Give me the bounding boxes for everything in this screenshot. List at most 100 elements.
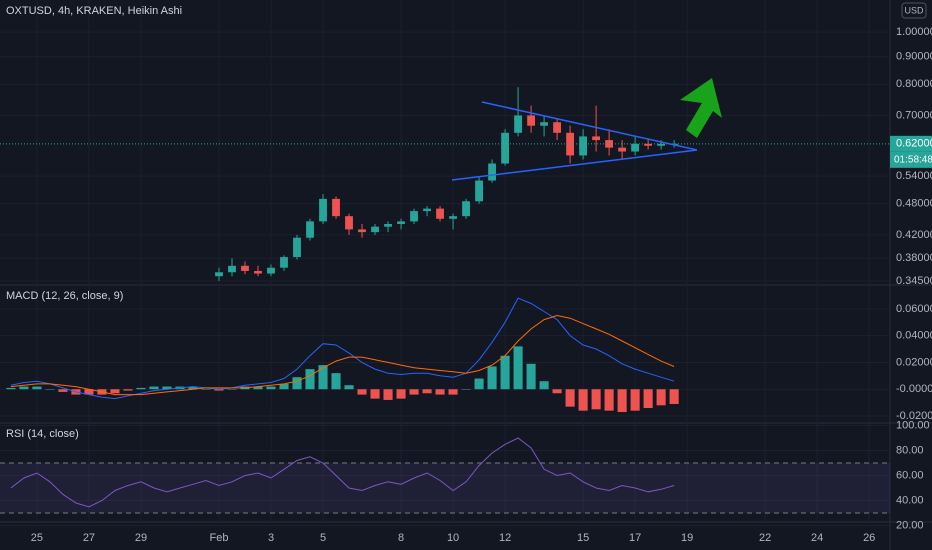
- candle-body: [540, 122, 548, 126]
- histogram-bar: [487, 366, 497, 390]
- x-tick-label: 29: [135, 532, 147, 544]
- histogram-bar: [539, 381, 549, 390]
- histogram-bar: [591, 389, 601, 410]
- histogram-bar: [617, 389, 627, 413]
- candle-body: [631, 143, 640, 152]
- candle-body: [449, 216, 457, 219]
- histogram-bar: [474, 378, 484, 390]
- y-tick-label: 0.70000: [896, 109, 932, 121]
- countdown-box: [890, 151, 932, 168]
- histogram-bar: [513, 346, 523, 390]
- x-tick-label: 26: [863, 532, 875, 544]
- histogram-bar: [461, 389, 471, 390]
- y-tick-label: 80.00: [896, 444, 924, 456]
- histogram-bar: [409, 389, 419, 395]
- x-tick-label: 8: [398, 532, 404, 544]
- histogram-bar: [292, 377, 302, 390]
- x-tick-label: 25: [31, 532, 43, 544]
- y-tick-label: 40.00: [896, 494, 924, 506]
- y-tick-label: 0.38000: [896, 252, 932, 264]
- candle-body: [527, 115, 535, 126]
- histogram-bar: [305, 369, 315, 390]
- histogram-bar: [669, 389, 679, 404]
- y-tick-label: 60.00: [896, 469, 924, 481]
- histogram-bar: [201, 389, 211, 390]
- histogram-bar: [266, 386, 276, 390]
- histogram-bar: [435, 389, 445, 395]
- indicator-line: [10, 314, 675, 396]
- candle-body: [228, 265, 236, 273]
- histogram-bar: [526, 363, 536, 390]
- y-tick-label: -0.02000: [896, 410, 932, 422]
- candle-body: [332, 198, 340, 217]
- plot-layer: 25 27 29 Feb 3 5 8 10 12 15 17 19 22 24 26: [0, 0, 890, 544]
- candle-body: [592, 136, 601, 141]
- candle-body: [579, 136, 588, 156]
- candle-body: [462, 201, 470, 217]
- last-price-box: [890, 135, 932, 152]
- histogram-bar: [500, 355, 510, 390]
- histogram-bar: [422, 389, 432, 394]
- x-tick-label: 19: [681, 532, 693, 544]
- currency-label[interactable]: USD: [904, 5, 924, 15]
- x-tick-label: 3: [268, 532, 274, 544]
- candle-body: [371, 226, 379, 233]
- histogram-bar: [253, 386, 263, 390]
- histogram-bar: [344, 385, 354, 390]
- candle-body: [241, 265, 249, 271]
- histogram-bar: [656, 389, 666, 406]
- candle-body: [488, 163, 496, 181]
- y-tick-label: 0.42000: [896, 229, 932, 241]
- trend-line: [451, 149, 698, 181]
- up-arrow: [680, 78, 722, 138]
- x-tick-label: 12: [499, 532, 511, 544]
- x-tick-label: 15: [577, 532, 589, 544]
- candle-body: [280, 257, 288, 268]
- candle-body: [358, 229, 366, 233]
- indicator-line: [10, 437, 675, 508]
- histogram-bar: [396, 389, 406, 399]
- x-tick-label: 17: [629, 532, 641, 544]
- y-tick-label: -0.00000: [896, 383, 932, 395]
- histogram-bar: [643, 389, 653, 408]
- chart-title: OXTUSD, 4h, KRAKEN, Heikin Ashi: [6, 5, 182, 17]
- band-fill: [0, 463, 890, 513]
- y-tick-label: 20.00: [896, 519, 924, 531]
- y-tick-label: 100.00: [896, 419, 930, 431]
- candle-body: [657, 143, 666, 146]
- candle-body: [618, 147, 627, 152]
- y-tick-label: 0.04000: [896, 330, 932, 342]
- histogram-bar: [357, 389, 367, 395]
- histogram-bar: [32, 386, 42, 390]
- histogram-bar: [227, 389, 237, 390]
- histogram-bar: [318, 365, 328, 390]
- histogram-bar: [630, 389, 640, 411]
- histogram-bar: [123, 389, 133, 391]
- x-tick-label: 10: [447, 532, 459, 544]
- macd-title: MACD (12, 26, close, 9): [6, 290, 123, 302]
- indicator-line: [10, 297, 675, 400]
- x-tick-label: Feb: [210, 532, 229, 544]
- histogram-bar: [162, 386, 172, 390]
- histogram-bar: [279, 383, 289, 390]
- x-tick-label: 5: [320, 532, 326, 544]
- candle-body: [475, 180, 483, 202]
- currency-button[interactable]: [901, 2, 927, 19]
- histogram-bar: [188, 386, 198, 390]
- y-tick-label: 0.54000: [896, 170, 932, 182]
- candle-body: [436, 208, 444, 219]
- histogram-bar: [552, 389, 562, 394]
- y-tick-label: 0.80000: [896, 78, 932, 90]
- histogram-bar: [565, 389, 575, 407]
- candle-body: [293, 237, 301, 258]
- histogram-bar: [448, 389, 458, 395]
- y-tick-label: 0.90000: [896, 51, 932, 63]
- candle-body: [319, 198, 327, 222]
- histogram-bar: [136, 387, 146, 390]
- candle-body: [254, 270, 262, 274]
- y-tick-label: 0.34500: [896, 275, 932, 287]
- candle-body: [514, 115, 522, 133]
- candle-body: [306, 221, 314, 238]
